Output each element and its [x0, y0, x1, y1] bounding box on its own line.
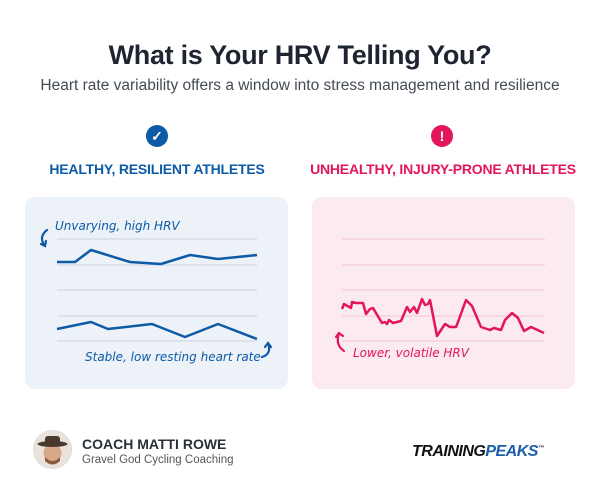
unhealthy-panel	[312, 197, 575, 389]
annotation-low-rhr: Stable, low resting heart rate	[85, 350, 261, 364]
avatar-image	[37, 436, 68, 465]
hrv-line-unhealthy	[340, 297, 545, 338]
healthy-heading: HEALTHY, RESILIENT ATHLETES	[49, 161, 265, 177]
coach-name: COACH MATTI ROWE	[82, 436, 227, 452]
check-circle-icon: ✓	[146, 125, 168, 147]
trainingpeaks-logo: TRAININGPEAKS™	[412, 443, 544, 461]
coach-avatar	[33, 430, 72, 469]
annotation-volatile-hrv: Lower, volatile HRV	[353, 346, 469, 360]
curved-arrow-icon	[334, 331, 346, 353]
healthy-panel	[25, 197, 288, 389]
logo-part-2: PEAKS	[485, 443, 538, 460]
unhealthy-heading: UNHEALTHY, INJURY-PRONE ATHLETES	[310, 161, 576, 177]
curved-arrow-icon	[39, 228, 49, 248]
logo-tm: ™	[537, 445, 544, 452]
annotation-high-hrv: Unvarying, high HRV	[55, 219, 180, 233]
coach-organization: Gravel God Cycling Coaching	[82, 454, 234, 466]
exclamation-circle-icon: !	[431, 125, 453, 147]
logo-part-1: TRAINING	[412, 443, 486, 460]
hrv-line-healthy	[57, 248, 258, 266]
rhr-line-healthy	[56, 320, 258, 341]
page-title: What is Your HRV Telling You?	[108, 40, 492, 70]
page-subtitle: Heart rate variability offers a window i…	[40, 77, 560, 94]
curved-arrow-icon	[260, 341, 273, 359]
